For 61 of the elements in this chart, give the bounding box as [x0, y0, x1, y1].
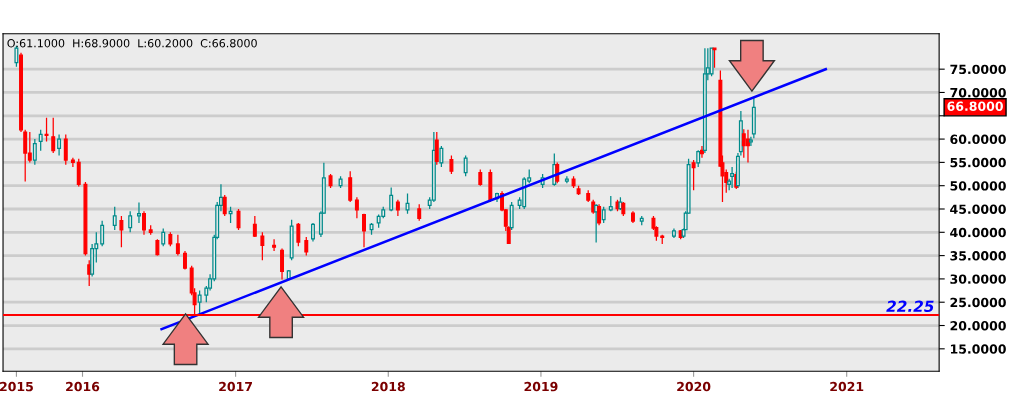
y-tick-label: 45.0000 — [950, 204, 1006, 214]
candlestick — [280, 247, 285, 281]
x-tick-label: 2017 — [219, 381, 252, 392]
candlestick — [119, 215, 124, 248]
candlestick — [354, 196, 359, 219]
x-tick-label: 2021 — [830, 381, 864, 392]
x-tick-label: 2019 — [524, 381, 558, 392]
candlestick — [439, 145, 444, 168]
candlestick — [57, 133, 62, 157]
text: 66.8000 — [947, 101, 1003, 111]
candlestick — [142, 210, 146, 236]
candlestick — [310, 222, 315, 243]
annotation: O:61.1000 H:68.9000 L:60.2000 C:66.8000 — [7, 39, 257, 48]
candlestick — [128, 210, 133, 233]
x-tick-label: 2018 — [371, 381, 405, 392]
candlestick — [699, 145, 704, 159]
y-tick-label: 30.0000 — [950, 274, 1006, 284]
y-tick-label: 15.0000 — [950, 344, 1006, 354]
candlestick — [449, 154, 454, 175]
candlestick — [236, 208, 241, 231]
y-tick-label: 75.0000 — [950, 64, 1006, 75]
candlestick — [51, 117, 56, 154]
candlestick — [32, 138, 37, 166]
y-tick-label: 40.0000 — [950, 227, 1006, 238]
candlestick — [691, 159, 696, 191]
y-tick-label: 50.0000 — [950, 181, 1006, 191]
candlestick — [27, 131, 32, 164]
candlestick — [597, 203, 602, 226]
y-tick-label: 70.0000 — [950, 87, 1006, 98]
candlestick — [63, 133, 68, 166]
candlestick — [260, 231, 265, 261]
candlestick — [296, 222, 301, 247]
x-tick-label: 2020 — [677, 381, 711, 392]
candlestick — [136, 201, 141, 224]
candlestick — [197, 289, 202, 315]
candlestick — [348, 170, 353, 203]
y-tick-label: 20.0000 — [950, 320, 1006, 331]
candlestick — [272, 238, 277, 252]
candlestick — [252, 215, 257, 238]
candlestick — [434, 131, 439, 166]
candlestick — [405, 192, 410, 215]
candlestick — [44, 117, 49, 143]
candlestick — [222, 194, 227, 217]
candlestick — [509, 201, 514, 231]
candlestick — [100, 220, 105, 247]
candlestick — [112, 206, 117, 231]
candlestick — [38, 129, 43, 152]
candlestick — [463, 154, 468, 177]
candlestick — [183, 250, 187, 271]
candlestick — [76, 158, 81, 188]
y-tick-label: 25.0000 — [950, 297, 1006, 308]
candlestick — [175, 234, 180, 257]
candlestick — [304, 236, 309, 257]
ref-line-label: 22.25 — [886, 300, 934, 313]
candlestick — [362, 213, 366, 248]
x-tick-label: 2015 — [0, 381, 33, 392]
y-tick-label: 60.0000 — [950, 134, 1006, 145]
y-tick-label: 35.0000 — [950, 251, 1006, 261]
y-tick-label: 55.0000 — [950, 157, 1006, 168]
x-tick-label: 2016 — [66, 381, 100, 392]
candlestick — [741, 128, 746, 159]
